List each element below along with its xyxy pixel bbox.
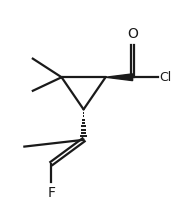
- Polygon shape: [106, 74, 133, 81]
- Text: F: F: [48, 186, 56, 200]
- Text: Cl: Cl: [159, 71, 171, 84]
- Text: O: O: [127, 27, 138, 41]
